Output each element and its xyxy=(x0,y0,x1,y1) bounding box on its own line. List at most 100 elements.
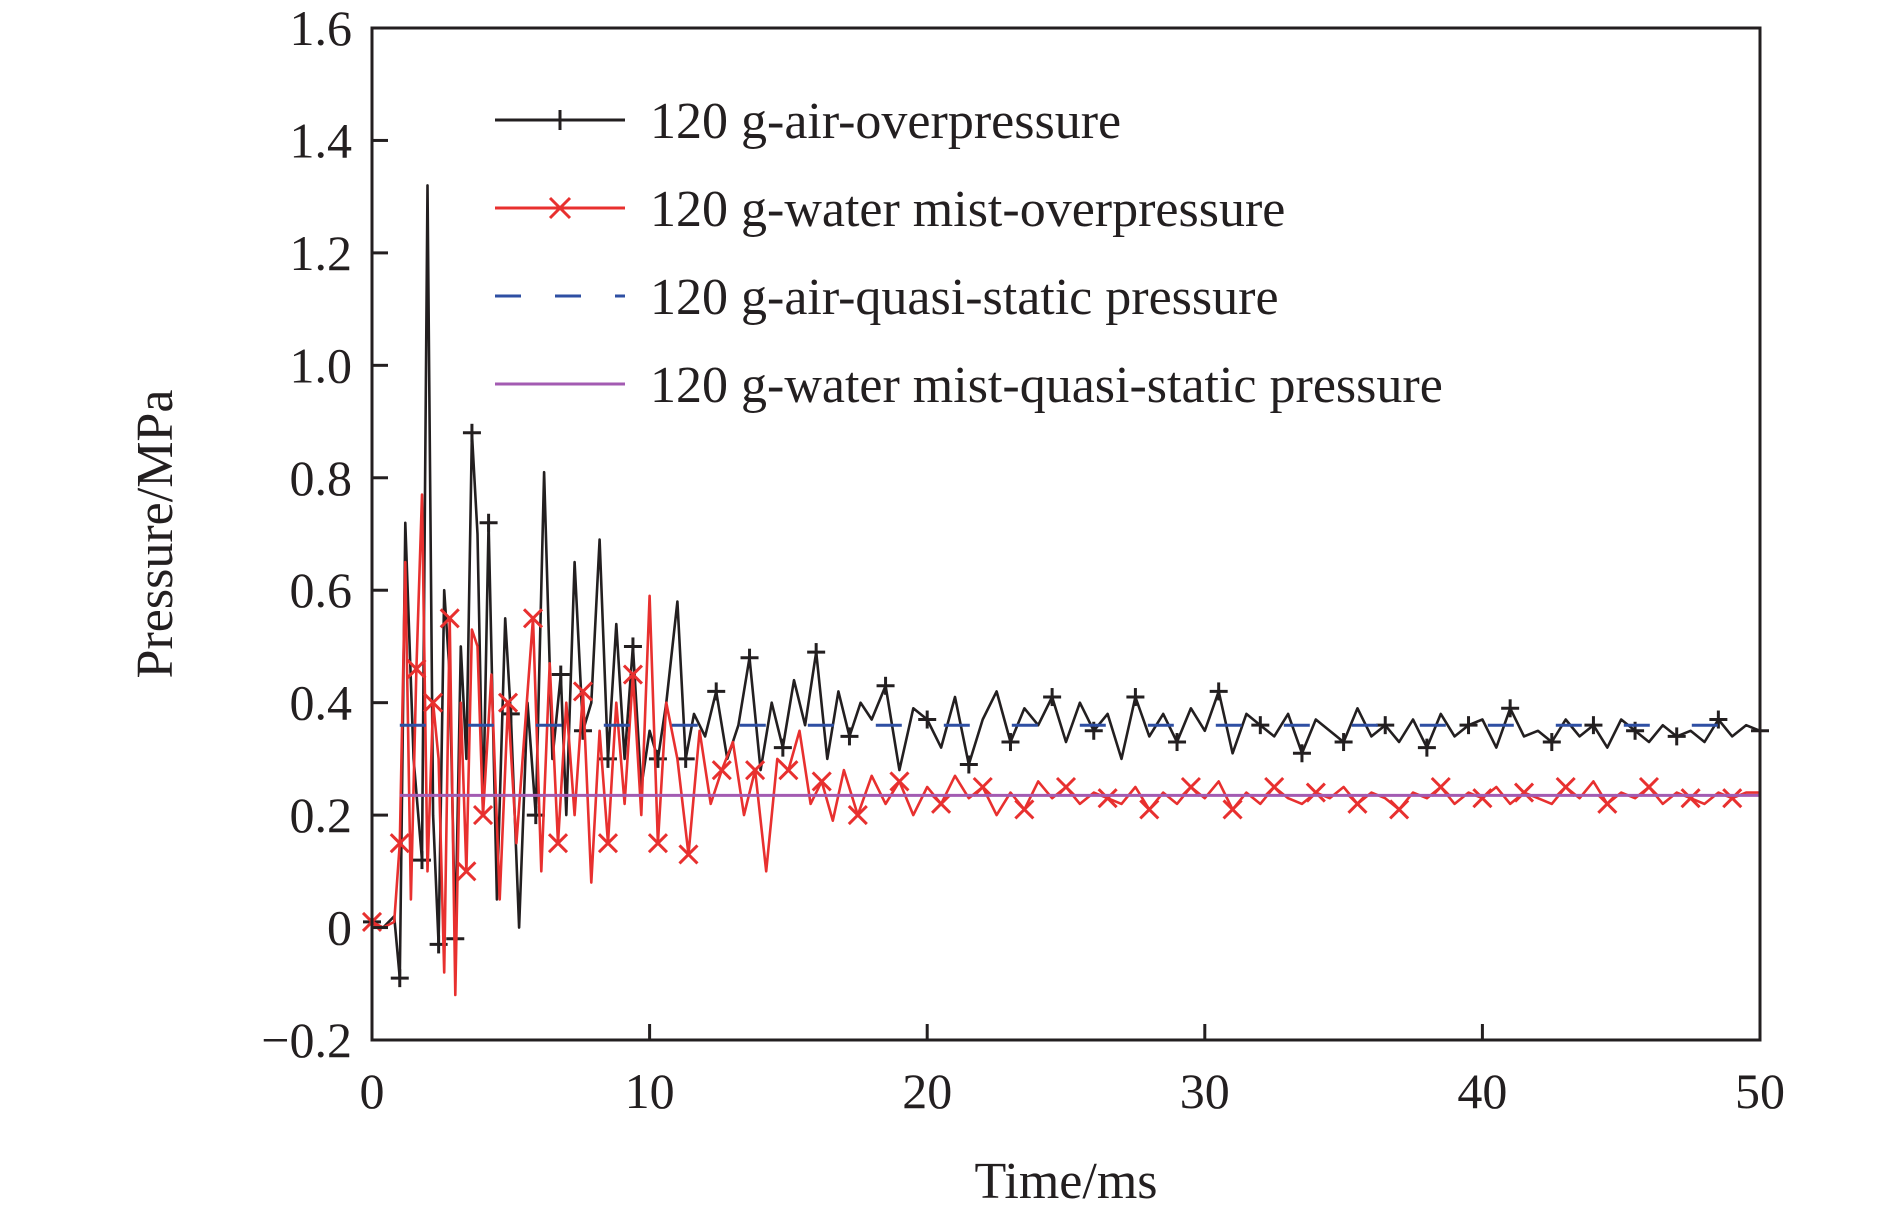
x-tick-label: 50 xyxy=(1735,1063,1785,1119)
series-2-point xyxy=(1597,793,1618,814)
series-1-point xyxy=(1542,733,1561,752)
series-2-point xyxy=(847,805,868,826)
series-1-point xyxy=(501,704,520,723)
y-tick-label: 1.2 xyxy=(290,225,353,281)
series-1-point xyxy=(773,738,792,757)
series-2-point xyxy=(423,692,444,713)
y-tick-label: 0.4 xyxy=(290,675,353,731)
series-2-point xyxy=(406,658,427,679)
y-tick-label: 0 xyxy=(327,900,352,956)
series-1-line xyxy=(371,184,1761,980)
series-2-point xyxy=(1222,799,1243,820)
series-1-point xyxy=(623,637,642,656)
series-2-point xyxy=(711,760,732,781)
x-tick-label: 30 xyxy=(1180,1063,1230,1119)
series-1-point xyxy=(479,513,498,532)
series-1-point xyxy=(840,727,859,746)
series-2-point xyxy=(1513,782,1535,803)
y-tick-label: 1.4 xyxy=(290,112,353,168)
series-1-point xyxy=(1126,688,1145,707)
series-1-point xyxy=(1334,733,1353,752)
series-1-point xyxy=(573,721,592,740)
x-axis-title: Time/ms xyxy=(974,1153,1157,1210)
series-2-point xyxy=(1055,776,1077,798)
y-tick-label: 1.0 xyxy=(290,337,353,393)
series-1-point xyxy=(918,710,937,729)
series-1-point xyxy=(959,755,978,774)
x-tick-label: 40 xyxy=(1457,1063,1507,1119)
plot-frame xyxy=(370,26,1762,1042)
series-2-point xyxy=(1347,793,1368,814)
series-2-point xyxy=(472,805,494,826)
x-tick-label: 10 xyxy=(625,1063,675,1119)
series-2-point xyxy=(745,760,766,781)
series-1-point xyxy=(1667,727,1686,746)
series-2-point xyxy=(522,608,544,629)
series-2-point xyxy=(1638,776,1660,798)
series-2-point xyxy=(1014,799,1035,820)
series-1-point xyxy=(551,665,570,684)
series-layer xyxy=(361,184,1769,997)
legend-item-4: 120 g-water mist-quasi-static pressure xyxy=(495,357,1443,414)
legend-label: 120 g-air-quasi-static pressure xyxy=(650,269,1279,326)
series-2-point xyxy=(1430,776,1451,798)
series-1-point xyxy=(1501,699,1520,718)
y-axis-title: Pressure/MPa xyxy=(127,390,184,679)
series-1-point xyxy=(1168,733,1187,752)
series-2-point xyxy=(931,793,952,814)
series-1-point xyxy=(740,648,759,667)
series-2-point xyxy=(497,692,519,713)
series-2-point xyxy=(1305,782,1326,803)
series-2-point xyxy=(456,861,477,882)
y-tick-label: 0.8 xyxy=(290,450,353,506)
y-tick-label: −0.2 xyxy=(261,1012,352,1068)
series-2-point xyxy=(778,760,799,781)
series-2-point xyxy=(1097,788,1118,809)
series-2-point xyxy=(1722,788,1743,809)
series-1-point xyxy=(462,423,481,442)
series-2-point xyxy=(1555,776,1576,798)
series-1-point xyxy=(1709,710,1728,729)
y-tick-label: 0.2 xyxy=(290,787,353,843)
series-2-point xyxy=(1139,799,1160,820)
series-2-point xyxy=(1680,788,1701,809)
series-2-point xyxy=(1180,776,1201,798)
series-1-point xyxy=(1376,716,1395,735)
legend-label: 120 g-water mist-quasi-static pressure xyxy=(650,357,1443,414)
series-2-point xyxy=(678,844,699,865)
series-1-point xyxy=(1459,716,1478,735)
legend-label: 120 g-water mist-overpressure xyxy=(650,181,1285,238)
series-1-point xyxy=(526,806,545,825)
legend-marker xyxy=(550,110,570,130)
series-2 xyxy=(361,493,1760,997)
series-1-point xyxy=(707,682,726,701)
series-1-point xyxy=(1001,733,1020,752)
series-2-point xyxy=(1472,788,1493,809)
series-2-point xyxy=(439,608,460,629)
legend-item-2: 120 g-water mist-overpressure xyxy=(495,181,1285,238)
y-tick-label: 0.6 xyxy=(290,562,353,618)
y-tick-label: 1.6 xyxy=(290,0,353,56)
series-1-point xyxy=(1043,688,1062,707)
x-tick-label: 20 xyxy=(902,1063,952,1119)
axis-ticks: 0 10 20 30 40 50−0.200.20.40.60.81.01.21.41.6 xyxy=(261,0,1785,1119)
legend-label: 120 g-air-overpressure xyxy=(650,93,1121,150)
series-1-point xyxy=(390,969,409,988)
series-2-point xyxy=(622,664,644,685)
series-1-point xyxy=(676,749,695,768)
plot-border xyxy=(370,26,1762,1042)
series-2-point xyxy=(1264,776,1285,798)
series-1-point xyxy=(1251,716,1270,735)
legend: 120 g-air-overpressure 120 g-water mist-o… xyxy=(495,93,1443,414)
series-2-point xyxy=(547,833,569,854)
series-2-point xyxy=(597,833,619,854)
series-2-point xyxy=(1389,799,1410,820)
series-1-point xyxy=(1417,738,1436,757)
series-1-point xyxy=(1584,716,1603,735)
series-1-point xyxy=(807,643,826,662)
series-2-point xyxy=(389,833,410,854)
legend-marker xyxy=(548,196,572,220)
series-1-point xyxy=(1292,744,1311,763)
